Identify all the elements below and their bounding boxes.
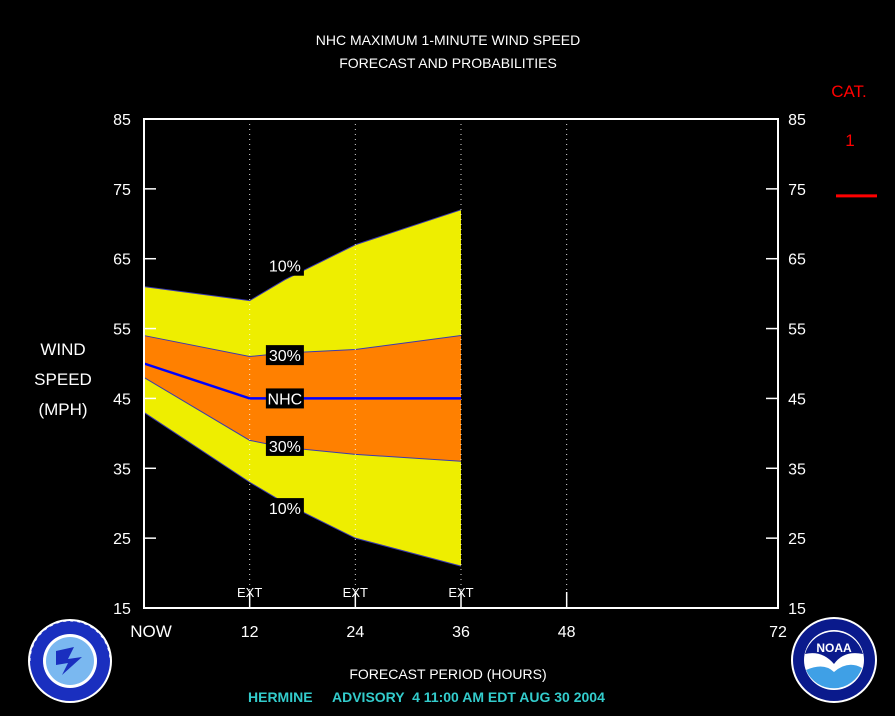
band-label-bg-4 xyxy=(265,498,304,519)
band-label-1: 30% xyxy=(269,348,301,365)
x-axis-label: FORECAST PERIOD (HOURS) xyxy=(349,666,546,682)
y-tick-label-right-65: 65 xyxy=(788,252,806,269)
x-tick-label-12: 12 xyxy=(241,624,259,641)
y-tick-label-left-45: 45 xyxy=(113,391,131,408)
ext-label-24: EXT xyxy=(343,585,368,600)
y-tick-label-right-55: 55 xyxy=(788,322,806,339)
y-tick-label-right-75: 75 xyxy=(788,182,806,199)
advisory-details: ADVISORY 4 11:00 AM EDT AUG 30 2004 xyxy=(332,689,605,705)
band-label-2: NHC xyxy=(268,391,303,408)
x-axis: NOW 12 24 36 48 72 xyxy=(130,592,787,641)
band-label-4: 10% xyxy=(269,501,301,518)
y-tick-label-right-45: 45 xyxy=(788,391,806,408)
y-tick-label-left-75: 75 xyxy=(113,182,131,199)
y-tick-label-left-65: 65 xyxy=(113,252,131,269)
band-label-3: 30% xyxy=(269,439,301,456)
y-axis-label-line2: SPEED xyxy=(34,370,92,389)
y-tick-label-left-15: 15 xyxy=(113,601,131,618)
band-labels: 10% 30% NHC 30% 10% xyxy=(265,255,304,519)
x-tick-label-24: 24 xyxy=(346,624,364,641)
chart-title-line2: FORECAST AND PROBABILITIES xyxy=(339,55,557,71)
band-label-bg-1 xyxy=(265,345,304,366)
y-tick-label-right-15: 15 xyxy=(788,601,806,618)
x-tick-label-NOW: NOW xyxy=(130,622,172,641)
noaa-logo: NOAA xyxy=(791,617,877,703)
y-tick-label-right-25: 25 xyxy=(788,531,806,548)
advisory-storm-name: HERMINE xyxy=(248,689,313,705)
y-tick-label-left-25: 25 xyxy=(113,531,131,548)
chart-title-line1: NHC MAXIMUM 1-MINUTE WIND SPEED xyxy=(316,32,580,48)
band-label-0: 10% xyxy=(269,259,301,276)
ext-markers: EXT EXT EXT xyxy=(237,585,474,600)
x-tick-label-36: 36 xyxy=(452,624,470,641)
category-value: 1 xyxy=(845,131,854,150)
band-label-bg-0 xyxy=(265,255,304,276)
y-axis-left: 15 25 35 45 55 65 75 85 xyxy=(113,112,156,618)
ext-label-36: EXT xyxy=(448,585,473,600)
ext-label-12: EXT xyxy=(237,585,262,600)
y-tick-label-right-35: 35 xyxy=(788,461,806,478)
y-tick-label-right-85: 85 xyxy=(788,112,806,129)
noaa-logo-text: NOAA xyxy=(816,641,852,655)
y-tick-label-left-55: 55 xyxy=(113,322,131,339)
y-axis-label-line1: WIND xyxy=(40,340,85,359)
band-edge-upper10 xyxy=(143,209,462,302)
y-axis-right: 15 25 35 45 55 65 75 85 xyxy=(766,112,806,618)
band-label-bg-2 xyxy=(265,388,304,409)
y-axis-label-line3: (MPH) xyxy=(38,400,87,419)
y-tick-label-left-35: 35 xyxy=(113,461,131,478)
category-header: CAT. xyxy=(831,82,867,101)
nws-logo xyxy=(28,619,112,703)
x-tick-label-48: 48 xyxy=(558,624,576,641)
x-tick-label-72: 72 xyxy=(769,624,787,641)
band-label-bg-3 xyxy=(265,435,304,456)
y-tick-label-left-85: 85 xyxy=(113,112,131,129)
